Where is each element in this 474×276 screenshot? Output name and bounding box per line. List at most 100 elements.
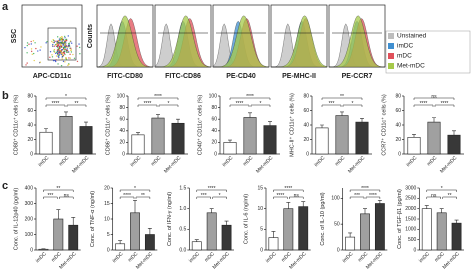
significance-bracket: [289, 196, 304, 199]
error-bar: [248, 112, 252, 118]
dot: [60, 45, 63, 48]
y-tick-label: 500: [408, 237, 417, 243]
y-tick-label: 60: [303, 108, 309, 114]
dot: [53, 39, 55, 42]
x-tick-label: Met-mDC: [163, 155, 183, 175]
dot: [37, 50, 39, 52]
significance-bracket: [137, 97, 179, 100]
error-bar: [454, 219, 459, 224]
y-tick-label: 40: [395, 122, 401, 128]
y-tick-label: 1.0: [179, 206, 186, 212]
y-tick-label: 100: [117, 93, 126, 99]
x-tick-label: Met-mDC: [71, 155, 91, 175]
dot: [66, 51, 68, 53]
y-tick-label: 1000: [405, 227, 416, 233]
bar: [68, 224, 79, 251]
bar: [53, 218, 64, 251]
dot: [30, 40, 32, 43]
significance-bracket: [119, 189, 151, 192]
panel-label: c: [2, 180, 8, 192]
dot: [53, 41, 56, 44]
x-tick-label: imDC: [188, 251, 201, 264]
significance-label: **: [448, 193, 452, 199]
bar: [421, 208, 432, 251]
y-tick-label: 20: [395, 137, 401, 143]
error-bar: [118, 240, 123, 244]
y-tick-label: 15: [104, 201, 110, 207]
significance-label: **: [340, 94, 344, 100]
y-tick-label: 80: [119, 105, 125, 111]
significance-bracket: [212, 196, 227, 199]
y-tick-label: 0: [414, 247, 417, 253]
histogram-curve: [212, 15, 270, 68]
dot: [61, 42, 63, 44]
significance-bracket: [229, 97, 271, 100]
dot: [63, 41, 66, 44]
significance-bracket: [413, 97, 455, 100]
significance-bracket: [342, 104, 363, 107]
dot: [51, 56, 54, 58]
dot: [57, 50, 59, 53]
dot: [70, 51, 73, 53]
dot: [26, 42, 29, 44]
dot: [35, 47, 37, 50]
error-bar: [439, 208, 444, 213]
significance-bracket: [273, 189, 304, 192]
error-bar: [268, 121, 272, 126]
bar: [360, 213, 370, 251]
significance-bracket: [119, 196, 135, 199]
significance-bracket: [442, 196, 457, 199]
bar: [131, 134, 145, 155]
dot: [30, 48, 33, 50]
error-bar: [71, 217, 76, 226]
dot: [62, 39, 64, 42]
dot: [65, 58, 67, 60]
bar: [407, 137, 421, 155]
dot: [59, 47, 61, 49]
x-tick-label: mDC: [242, 155, 255, 168]
y-tick-label: 0: [107, 247, 110, 253]
significance-label: **: [75, 101, 79, 107]
significance-bracket: [321, 97, 363, 100]
error-bar: [64, 111, 68, 117]
dot: [57, 41, 59, 44]
significance-label: ns: [431, 193, 437, 199]
error-bar: [209, 208, 214, 213]
bar: [59, 116, 73, 155]
dot: [61, 49, 63, 51]
dot: [51, 54, 53, 56]
dot: [56, 49, 59, 51]
dot: [46, 41, 48, 43]
y-tick-label: 2500: [405, 196, 416, 202]
y-tick-label: 20: [119, 140, 125, 146]
significance-bracket: [426, 196, 441, 199]
bar: [130, 212, 140, 251]
dot: [30, 50, 33, 53]
significance-bracket: [349, 189, 381, 192]
y-tick-label: 15: [257, 185, 263, 191]
dot: [52, 41, 54, 44]
dot: [26, 62, 28, 64]
significance-bracket: [135, 196, 151, 199]
x-tick-label: imDC: [265, 251, 278, 264]
dot: [64, 41, 67, 43]
dot: [56, 44, 59, 47]
dot: [70, 42, 73, 44]
dot: [56, 40, 58, 43]
dot: [32, 40, 35, 42]
counts-label: Counts: [87, 24, 94, 48]
dot: [60, 53, 63, 56]
error-bar: [360, 118, 364, 123]
significance-label: ns: [64, 193, 70, 199]
significance-bracket: [426, 189, 457, 192]
error-bar: [286, 202, 291, 209]
x-tick-label: Met-mDC: [135, 251, 155, 271]
legend-swatch: [388, 43, 394, 49]
dot: [31, 53, 33, 55]
dot: [33, 59, 35, 62]
y-tick-label: 0: [30, 151, 33, 157]
dot: [60, 51, 62, 53]
dot: [26, 52, 28, 54]
x-tick-label: Met-mDC: [58, 251, 78, 271]
